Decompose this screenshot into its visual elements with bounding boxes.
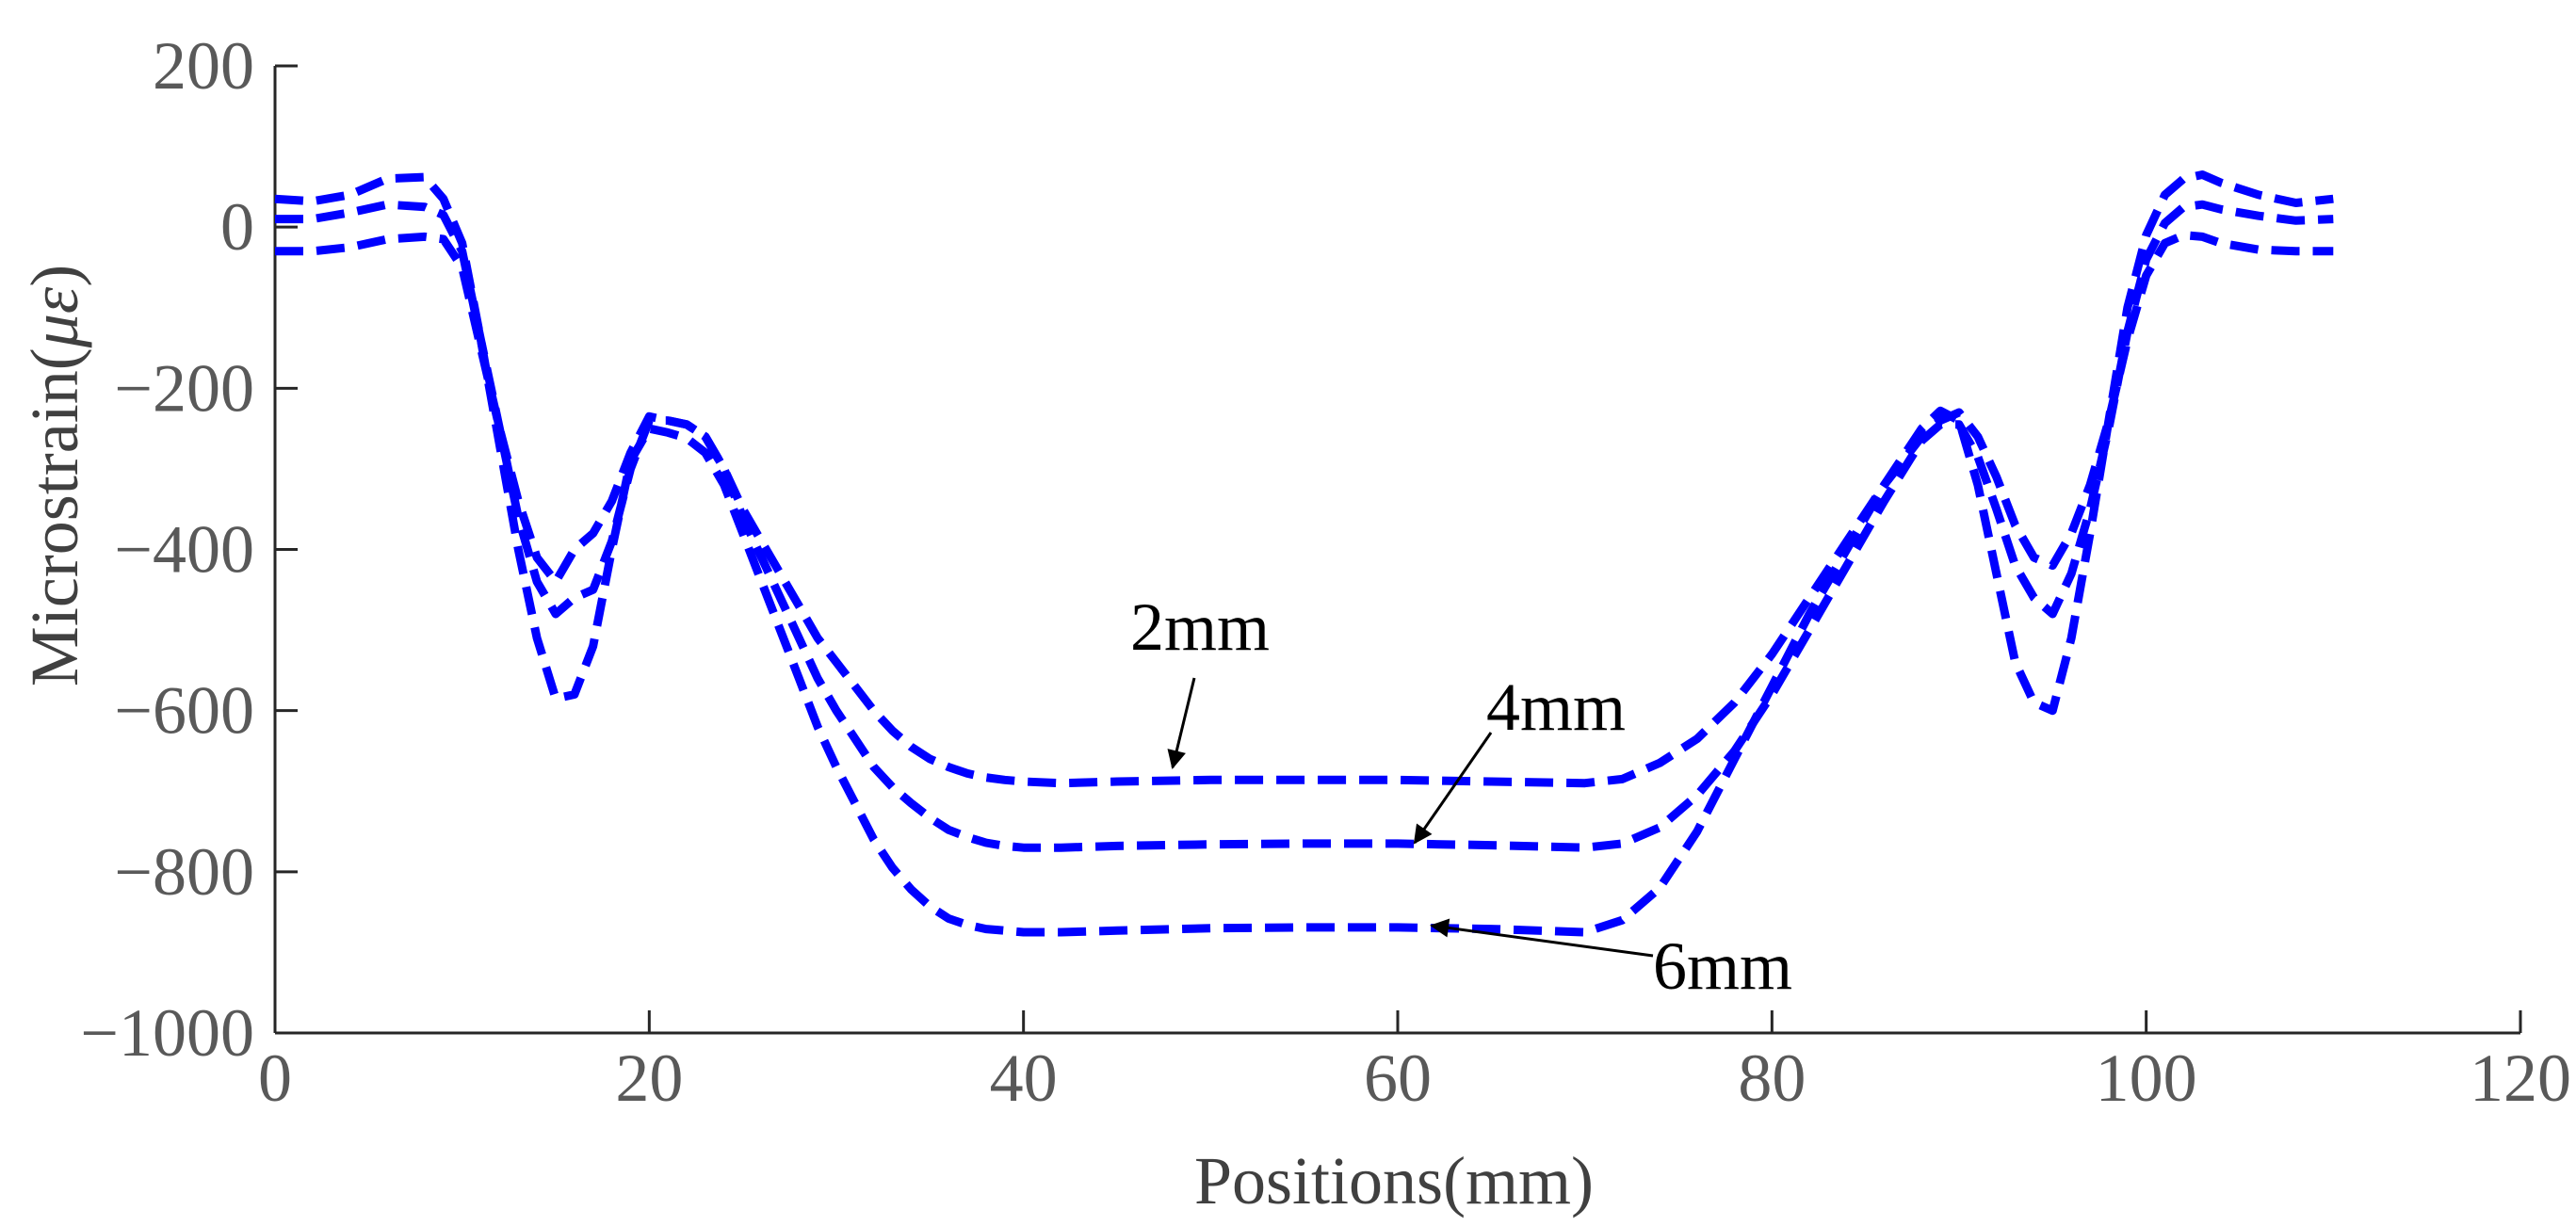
x-tick-label: 100	[2096, 1040, 2197, 1116]
x-tick-label: 40	[990, 1040, 1058, 1116]
annotation-arrow-4mm	[1413, 732, 1493, 845]
x-tick-label: 60	[1364, 1040, 1432, 1116]
y-tick-label: −600	[114, 673, 254, 749]
series-layer	[274, 170, 2334, 937]
series-line-2mm	[275, 231, 2334, 788]
y-axis-label: Microstrain(με)	[17, 265, 92, 686]
x-tick-label: 20	[615, 1040, 683, 1116]
annotation-arrow-2mm	[1167, 677, 1196, 769]
annotation-arrow-6mm	[1430, 918, 1654, 958]
annotation-label-6mm: 6mm	[1653, 928, 1792, 1004]
x-tick-label: 0	[258, 1040, 292, 1116]
series-line-4mm	[275, 200, 2334, 852]
y-axis-label-symbol: με	[17, 286, 92, 348]
y-tick-label: −200	[114, 350, 254, 426]
y-tick-label: −400	[114, 512, 254, 588]
annotation-layer: 2mm 4mm 6mm	[1130, 589, 1792, 1004]
x-tick-label: 120	[2470, 1040, 2571, 1116]
plot-area: 0 20 40 60 80 100 120 200 0 −200 −400 −600 −800 −1000	[80, 28, 2571, 1116]
y-axis-label-close: )	[17, 265, 92, 287]
series-line-6mm	[274, 170, 2334, 937]
x-axis-label: Positions(mm)	[1194, 1143, 1594, 1218]
y-tick-label: 200	[153, 28, 254, 104]
x-tick-label: 80	[1738, 1040, 1806, 1116]
y-tick-label: 0	[220, 189, 254, 265]
annotation-label-4mm: 4mm	[1486, 669, 1626, 745]
y-axis-label-text: Microstrain(	[17, 347, 92, 686]
y-tick-label: −1000	[80, 995, 254, 1071]
y-tick-label: −800	[114, 834, 254, 910]
annotation-label-2mm: 2mm	[1130, 589, 1270, 665]
